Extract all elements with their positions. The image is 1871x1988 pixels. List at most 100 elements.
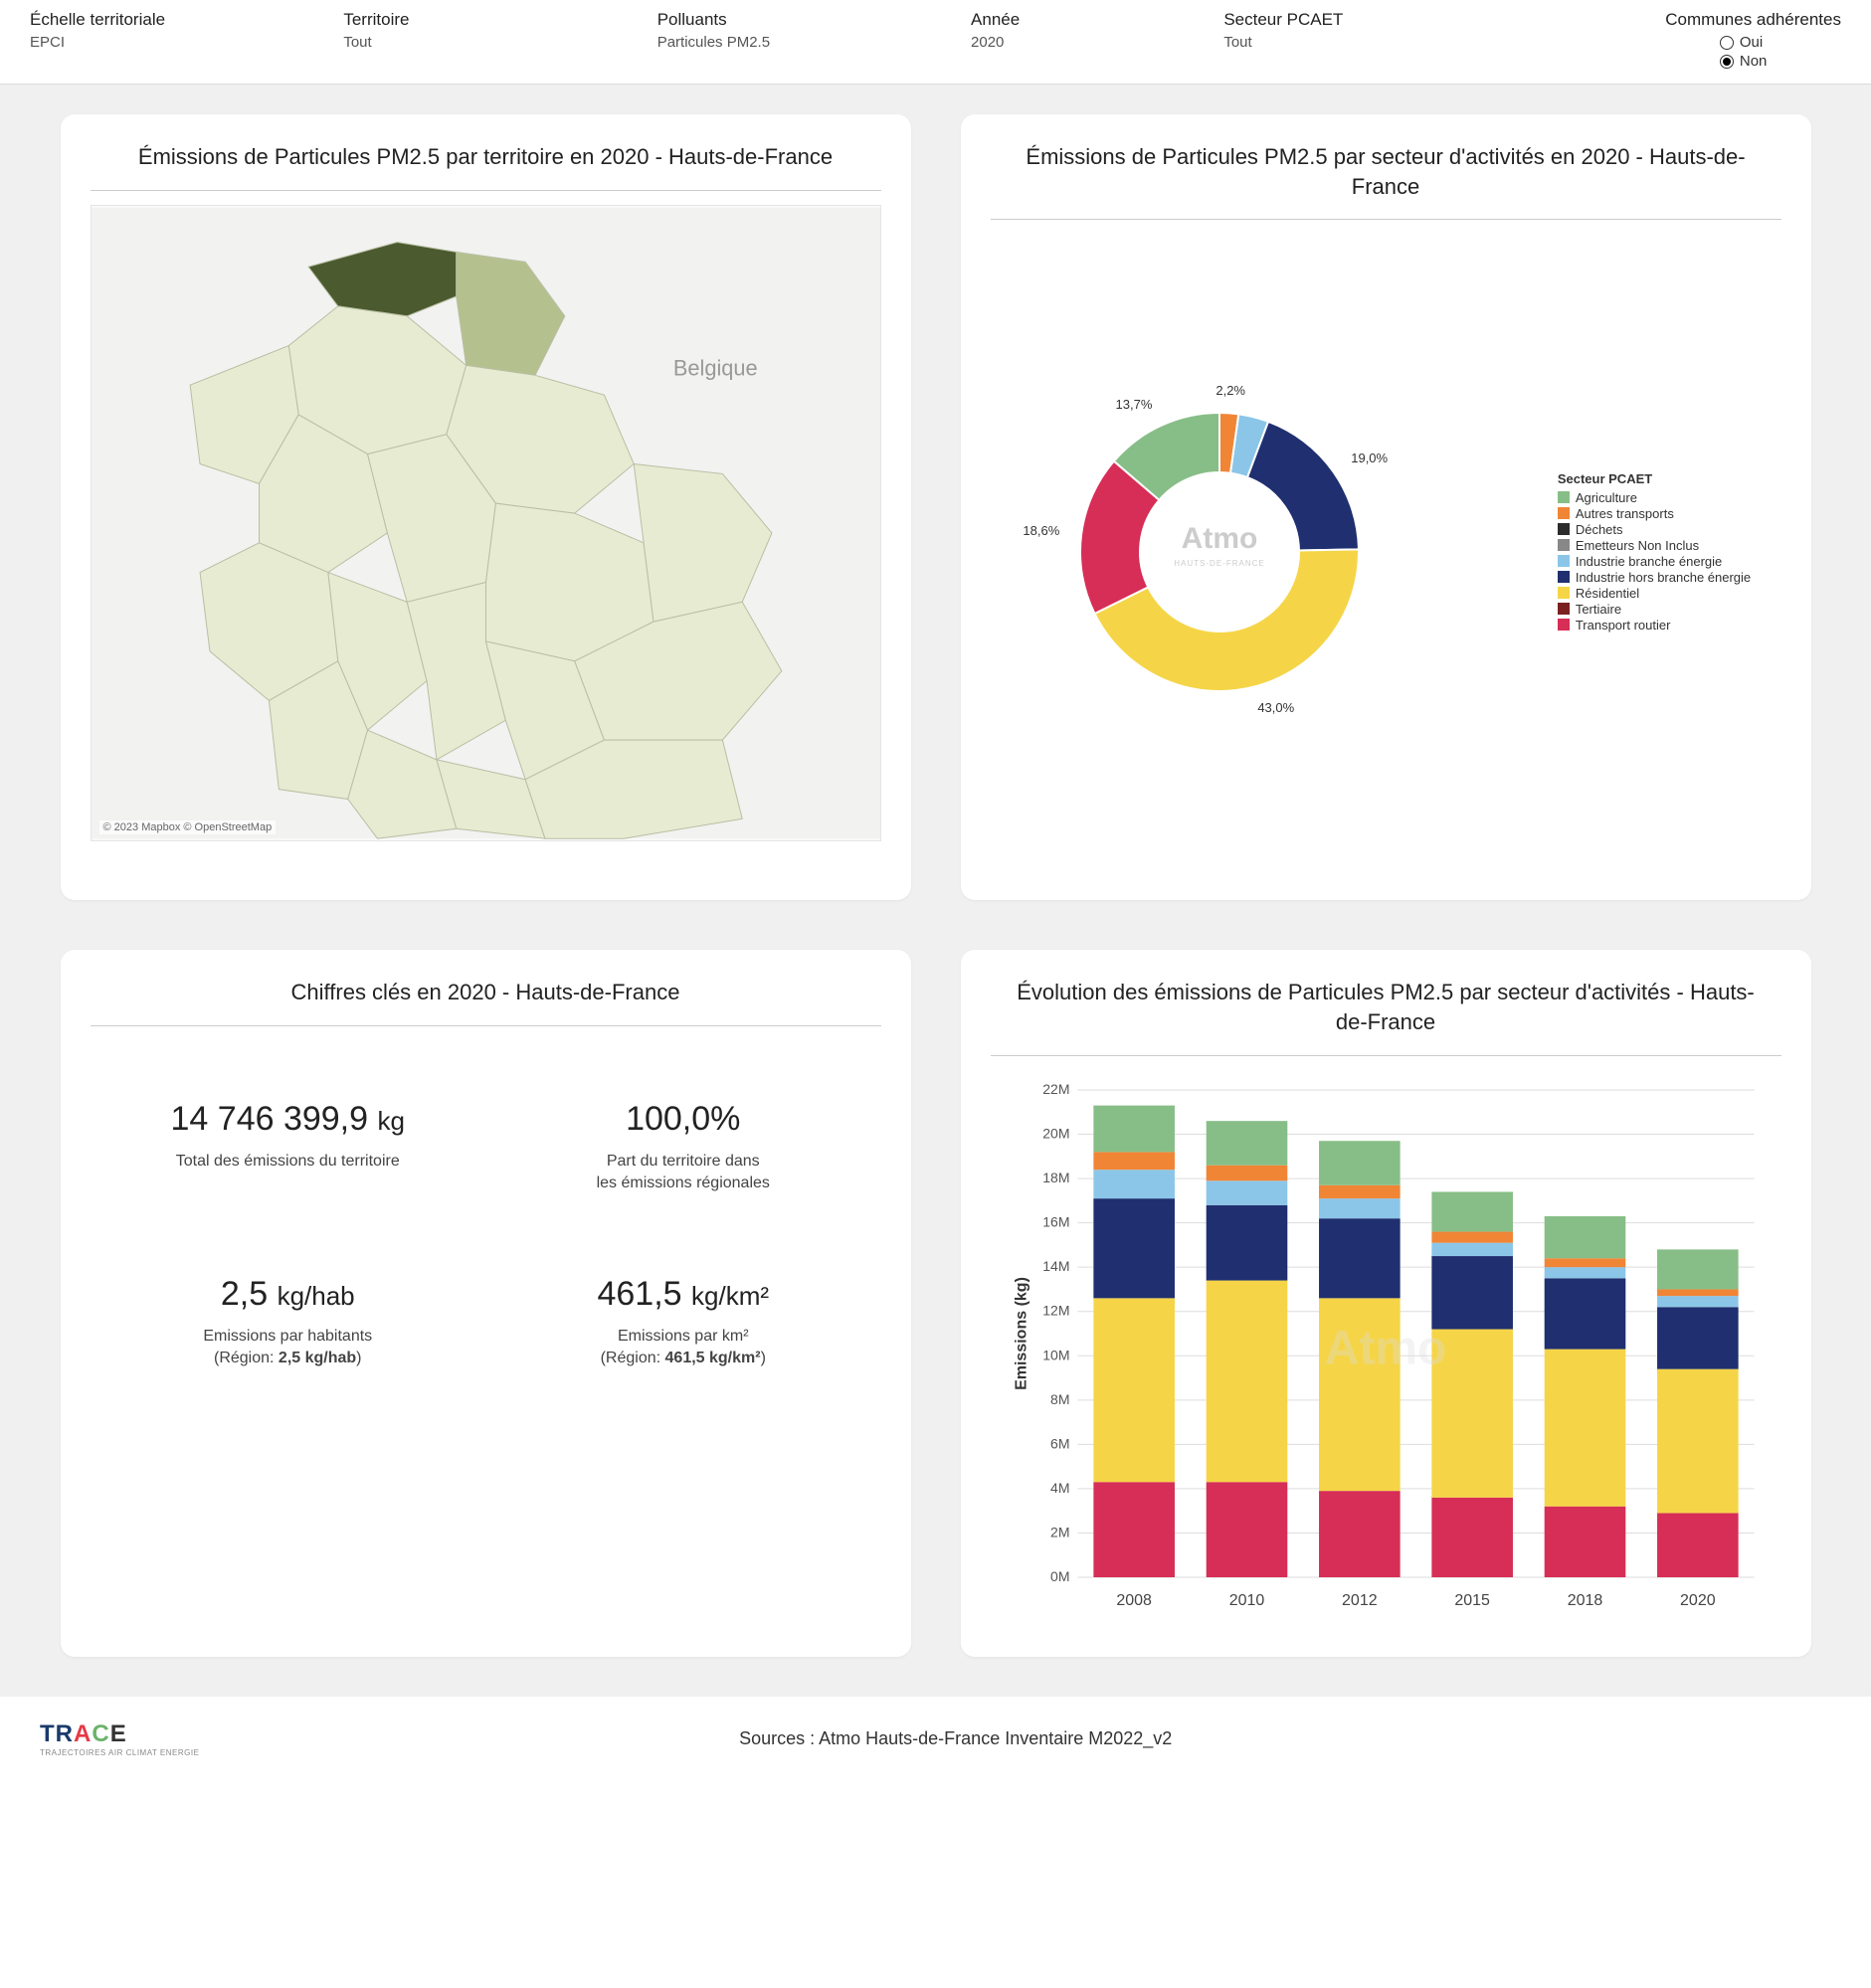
- bar-segment[interactable]: [1544, 1506, 1625, 1576]
- legend-label: Industrie branche énergie: [1576, 554, 1722, 569]
- filter-territoire[interactable]: Territoire Tout: [343, 10, 647, 70]
- legend-label: Résidentiel: [1576, 586, 1639, 601]
- legend-label: Transport routier: [1576, 618, 1671, 633]
- kpi-total: 14 746 399,9 kg Total des émissions du t…: [110, 1100, 467, 1195]
- bar-segment[interactable]: [1093, 1198, 1175, 1298]
- filter-value: 2020: [971, 34, 1214, 51]
- bar-segment[interactable]: [1431, 1498, 1513, 1577]
- legend-swatch: [1558, 587, 1570, 599]
- legend-item[interactable]: Agriculture: [1558, 490, 1751, 505]
- bar-segment[interactable]: [1657, 1289, 1739, 1296]
- filter-value: Tout: [343, 34, 647, 51]
- radio-oui[interactable]: Oui: [1720, 34, 1763, 51]
- filter-label: Communes adhérentes: [1538, 10, 1841, 30]
- legend-item[interactable]: Transport routier: [1558, 618, 1751, 633]
- svg-text:2M: 2M: [1050, 1524, 1069, 1539]
- svg-text:2018: 2018: [1567, 1592, 1602, 1609]
- legend-swatch: [1558, 507, 1570, 519]
- filter-annee[interactable]: Année 2020: [971, 10, 1214, 70]
- bar-segment[interactable]: [1431, 1256, 1513, 1330]
- legend-swatch: [1558, 619, 1570, 631]
- legend-label: Industrie hors branche énergie: [1576, 570, 1751, 585]
- bar-segment[interactable]: [1093, 1170, 1175, 1198]
- svg-text:2,2%: 2,2%: [1216, 383, 1245, 398]
- bar-segment[interactable]: [1093, 1482, 1175, 1577]
- svg-text:HAUTS-DE-FRANCE: HAUTS-DE-FRANCE: [1174, 559, 1264, 568]
- filter-label: Secteur PCAET: [1223, 10, 1527, 30]
- donut-legend: Secteur PCAET AgricultureAutres transpor…: [1558, 471, 1751, 633]
- kpi-perkm: 461,5 kg/km² Emissions par km² (Région: …: [505, 1275, 861, 1370]
- bar-segment[interactable]: [1206, 1280, 1287, 1482]
- legend-label: Agriculture: [1576, 490, 1637, 505]
- legend-swatch: [1558, 523, 1570, 535]
- bar-segment[interactable]: [1431, 1329, 1513, 1497]
- legend-swatch: [1558, 491, 1570, 503]
- bar-segment[interactable]: [1206, 1482, 1287, 1577]
- bar-segment[interactable]: [1206, 1121, 1287, 1166]
- legend-swatch: [1558, 603, 1570, 615]
- svg-text:8M: 8M: [1050, 1391, 1069, 1407]
- legend-item[interactable]: Industrie branche énergie: [1558, 554, 1751, 569]
- svg-text:18M: 18M: [1042, 1170, 1069, 1185]
- filter-label: Année: [971, 10, 1214, 30]
- legend-item[interactable]: Déchets: [1558, 522, 1751, 537]
- bar-segment[interactable]: [1544, 1258, 1625, 1267]
- svg-text:13,7%: 13,7%: [1115, 398, 1152, 413]
- legend-item[interactable]: Autres transports: [1558, 506, 1751, 521]
- bar-segment[interactable]: [1544, 1216, 1625, 1258]
- card-title: Chiffres clés en 2020 - Hauts-de-France: [91, 970, 881, 1026]
- svg-text:2015: 2015: [1454, 1592, 1490, 1609]
- filter-secteur[interactable]: Secteur PCAET Tout: [1223, 10, 1527, 70]
- bar-segment[interactable]: [1319, 1218, 1401, 1298]
- filter-bar: Échelle territoriale EPCI Territoire Tou…: [0, 0, 1871, 85]
- bar-segment[interactable]: [1319, 1298, 1401, 1491]
- bar-segment[interactable]: [1657, 1249, 1739, 1289]
- svg-text:19,0%: 19,0%: [1351, 451, 1388, 465]
- bar-segment[interactable]: [1093, 1152, 1175, 1170]
- bar-segment[interactable]: [1431, 1231, 1513, 1242]
- bar-segment[interactable]: [1544, 1278, 1625, 1349]
- svg-text:16M: 16M: [1042, 1213, 1069, 1229]
- radio-icon: [1720, 36, 1734, 50]
- svg-text:20M: 20M: [1042, 1125, 1069, 1141]
- svg-text:12M: 12M: [1042, 1302, 1069, 1318]
- legend-label: Tertiaire: [1576, 602, 1621, 617]
- bar-segment[interactable]: [1657, 1296, 1739, 1307]
- donut-slice[interactable]: [1247, 422, 1359, 551]
- bar-segment[interactable]: [1093, 1105, 1175, 1152]
- bar-segment[interactable]: [1657, 1513, 1739, 1577]
- bar-segment[interactable]: [1206, 1165, 1287, 1180]
- legend-item[interactable]: Industrie hors branche énergie: [1558, 570, 1751, 585]
- map-container[interactable]: Atmo HAUTS-DE-FRANCE Emissions 19 948 kg…: [91, 205, 881, 841]
- bar-segment[interactable]: [1319, 1141, 1401, 1185]
- bar-segment[interactable]: [1544, 1349, 1625, 1506]
- legend-item[interactable]: Résidentiel: [1558, 586, 1751, 601]
- bar-segment[interactable]: [1319, 1185, 1401, 1198]
- legend-item[interactable]: Emetteurs Non Inclus: [1558, 538, 1751, 553]
- bar-segment[interactable]: [1431, 1191, 1513, 1231]
- bar-segment[interactable]: [1657, 1307, 1739, 1368]
- donut-chart[interactable]: 13,7%2,2%19,0%43,0%18,6%AtmoHAUTS-DE-FRA…: [1021, 363, 1538, 741]
- bar-segment[interactable]: [1657, 1368, 1739, 1513]
- radio-non[interactable]: Non: [1720, 53, 1768, 70]
- bar-segment[interactable]: [1206, 1180, 1287, 1205]
- bar-segment[interactable]: [1431, 1242, 1513, 1255]
- legend-item[interactable]: Tertiaire: [1558, 602, 1751, 617]
- filter-polluants[interactable]: Polluants Particules PM2.5: [657, 10, 961, 70]
- svg-text:14M: 14M: [1042, 1258, 1069, 1274]
- filter-value: EPCI: [30, 34, 333, 51]
- bar-chart[interactable]: 0M2M4M6M8M10M12M14M16M18M20M22MEmissions…: [991, 1080, 1781, 1617]
- bar-segment[interactable]: [1319, 1491, 1401, 1577]
- svg-text:10M: 10M: [1042, 1347, 1069, 1362]
- bar-segment[interactable]: [1544, 1267, 1625, 1278]
- footer-source: Sources : Atmo Hauts-de-France Inventair…: [199, 1728, 1712, 1749]
- bar-segment[interactable]: [1206, 1205, 1287, 1281]
- kpi-perhab: 2,5 kg/hab Emissions par habitants (Régi…: [110, 1275, 467, 1370]
- donut-container: 13,7%2,2%19,0%43,0%18,6%AtmoHAUTS-DE-FRA…: [991, 234, 1781, 870]
- bar-segment[interactable]: [1319, 1198, 1401, 1218]
- filter-echelle[interactable]: Échelle territoriale EPCI: [30, 10, 333, 70]
- card-title: Évolution des émissions de Particules PM…: [991, 970, 1781, 1055]
- logo: TRACE TRAJECTOIRES AIR CLIMAT ENERGIE: [40, 1720, 199, 1757]
- legend-label: Emetteurs Non Inclus: [1576, 538, 1699, 553]
- bar-segment[interactable]: [1093, 1298, 1175, 1482]
